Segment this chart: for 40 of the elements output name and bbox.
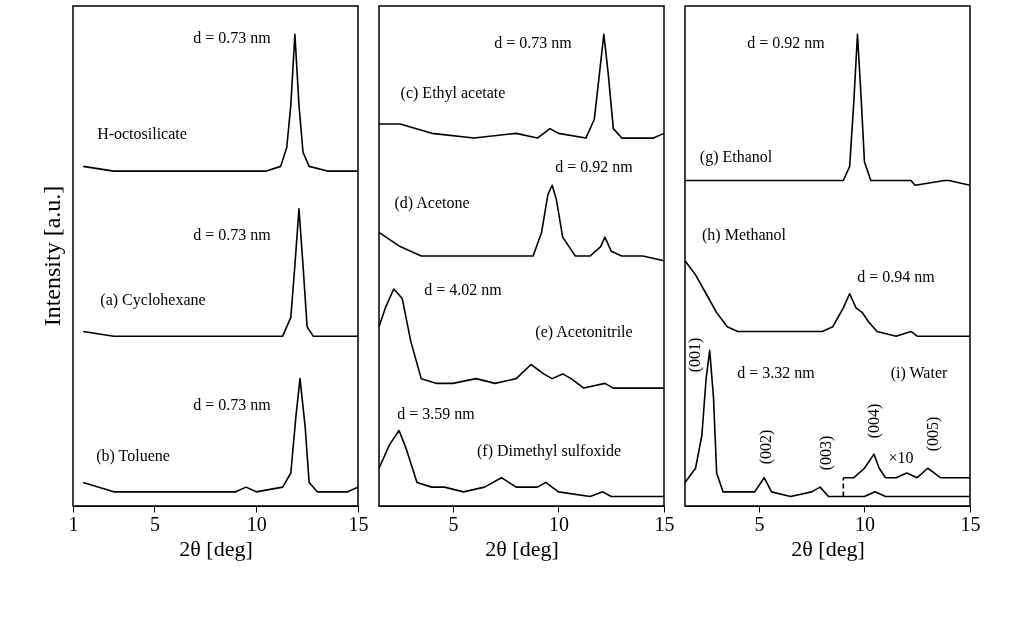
annotation: ×10: [888, 449, 914, 466]
x-tick-label: 1: [68, 512, 79, 535]
x-tick-label: 15: [348, 512, 369, 535]
x-axis-title: 2θ [deg]: [485, 535, 559, 561]
x-tick-label: 5: [448, 512, 459, 535]
y-axis-title: Intensity [a.u.]: [39, 185, 65, 327]
x-tick-label: 5: [149, 512, 160, 535]
annotation: (i) Water: [890, 364, 948, 382]
x-tick-label: 15: [960, 512, 981, 535]
annotation: (a) Cyclohexane: [100, 291, 206, 309]
annotation: d = 3.32 nm: [737, 364, 816, 381]
annotation: (g) Ethanol: [699, 148, 773, 166]
annotation: d = 0.94 nm: [857, 268, 936, 285]
annotation: (c) Ethyl acetate: [400, 84, 506, 102]
annotation: d = 0.92 nm: [747, 34, 826, 51]
annotation: (b) Toluene: [96, 447, 170, 465]
annotation: (f) Dimethyl sulfoxide: [477, 442, 621, 460]
annotation: (005): [924, 416, 942, 452]
x-tick-label: 10: [548, 512, 569, 535]
x-tick-label: 5: [754, 512, 765, 535]
annotation: H-octosilicate: [97, 125, 187, 142]
x-tick-label: 10: [854, 512, 875, 535]
annotation: d = 0.73 nm: [193, 226, 272, 243]
x-axis-title: 2θ [deg]: [791, 535, 865, 561]
x-tick-label: 15: [654, 512, 675, 535]
x-tick-label: 10: [246, 512, 267, 535]
annotation: d = 0.73 nm: [193, 396, 272, 413]
annotation: (004): [865, 403, 883, 439]
annotation: d = 0.73 nm: [494, 34, 573, 51]
x-axis-title: 2θ [deg]: [179, 535, 253, 561]
annotation: (003): [817, 435, 835, 471]
annotation: d = 4.02 nm: [424, 281, 503, 298]
annotation: d = 0.73 nm: [193, 29, 272, 46]
annotation: (d) Acetone: [394, 194, 470, 212]
annotation: d = 0.92 nm: [555, 158, 634, 175]
annotation: (e) Acetonitrile: [535, 323, 633, 341]
annotation: (001): [686, 337, 704, 373]
annotation: (002): [757, 429, 775, 465]
annotation: (h) Methanol: [702, 226, 787, 244]
annotation: d = 3.59 nm: [397, 405, 476, 422]
